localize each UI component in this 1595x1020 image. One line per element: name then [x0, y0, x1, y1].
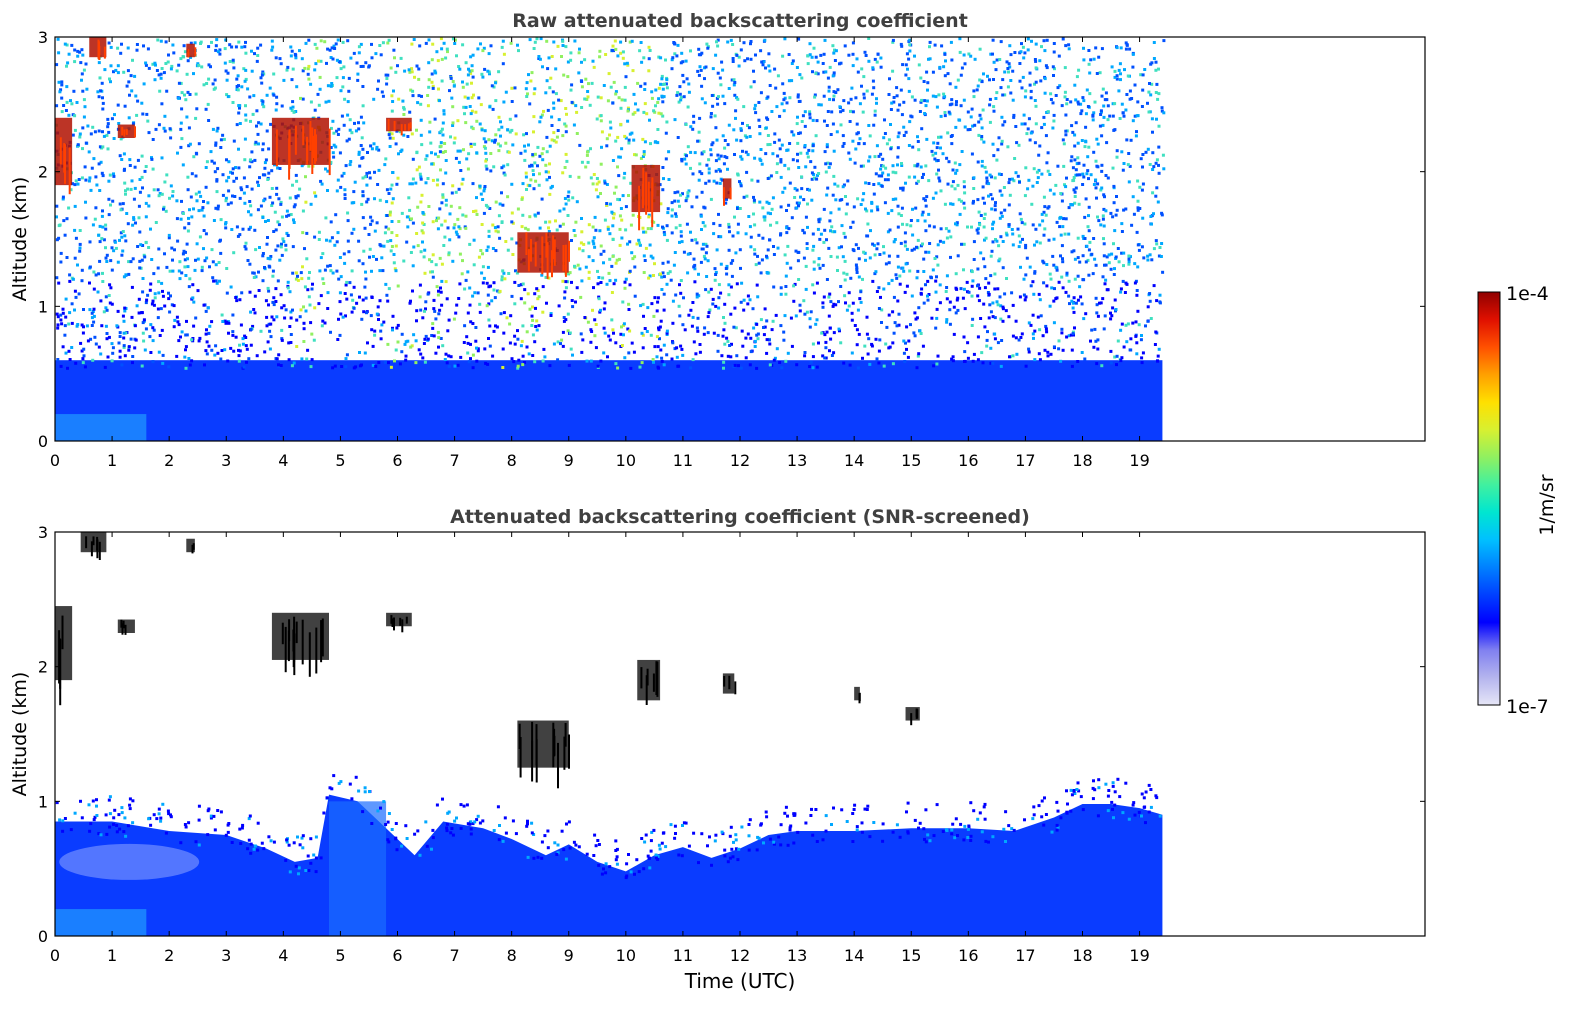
surface-layer: [55, 909, 147, 936]
cloud-5: [386, 117, 412, 136]
x-tick-label: 12: [730, 451, 750, 470]
x-tick-label: 0: [50, 451, 60, 470]
haze-patch: [59, 843, 200, 880]
x-tick-label: 11: [673, 451, 693, 470]
cloud-3: [186, 538, 195, 554]
colorbar: 1e-4 1e-7 1/m/sr: [1477, 283, 1558, 718]
x-tick-label: 1: [107, 946, 117, 965]
y-tick-label: 2: [38, 163, 48, 182]
y-tick-label: 1: [38, 297, 48, 316]
x-tick-label: 4: [278, 451, 288, 470]
x-tick-label: 6: [392, 451, 402, 470]
edge-speckle: [55, 774, 1162, 880]
convective-plume: [329, 801, 387, 936]
surface-layer: [55, 414, 147, 441]
cloud-1: [80, 532, 107, 560]
cloud-8: [722, 178, 732, 206]
x-tick-label: 15: [901, 451, 921, 470]
x-tick-label: 13: [787, 451, 807, 470]
x-tick-label: 16: [958, 946, 978, 965]
x-tick-label: 17: [1015, 946, 1035, 965]
x-tick-label: 11: [673, 946, 693, 965]
noise-speckle: [55, 37, 1166, 370]
x-tick-label: 1: [107, 451, 117, 470]
x-tick-label: 14: [844, 946, 864, 965]
x-tick-label: 5: [335, 451, 345, 470]
aerosol-layer: [55, 360, 1163, 441]
x-tick-label: 2: [164, 451, 174, 470]
x-tick-label: 13: [787, 946, 807, 965]
x-tick-label: 7: [449, 451, 459, 470]
y-axis-label-raw: Altitude (km): [9, 177, 31, 302]
x-tick-label: 2: [164, 946, 174, 965]
y-tick-label: 2: [38, 658, 48, 677]
colorbar-max-label: 1e-4: [1506, 283, 1549, 305]
x-tick-label: 6: [392, 946, 402, 965]
y-tick-label: 3: [38, 523, 48, 542]
x-tick-label: 8: [507, 946, 517, 965]
colorbar-unit-label: 1/m/sr: [1536, 474, 1558, 535]
x-tick-label: 3: [221, 451, 231, 470]
y-tick-label: 3: [38, 28, 48, 47]
x-tick-label: 15: [901, 946, 921, 965]
x-tick-label: 9: [564, 946, 574, 965]
y-tick-label: 0: [38, 432, 48, 451]
cloud-8: [722, 673, 737, 695]
x-tick-label: 19: [1129, 451, 1149, 470]
x-tick-label: 0: [50, 946, 60, 965]
x-tick-label: 18: [1072, 946, 1092, 965]
cloud-2: [117, 619, 135, 635]
cloud-5: [386, 612, 412, 633]
cloud-6: [517, 232, 570, 279]
x-tick-label: 17: [1015, 451, 1035, 470]
chart-title-raw: Raw attenuated backscattering coefficien…: [512, 10, 968, 32]
cloud-0: [55, 117, 73, 195]
cloud-1: [89, 37, 107, 60]
y-tick-label: 1: [38, 792, 48, 811]
cloud-7: [637, 659, 661, 705]
y-tick-label: 0: [38, 927, 48, 946]
x-tick-label: 7: [449, 946, 459, 965]
x-tick-label: 10: [616, 946, 636, 965]
x-tick-label: 19: [1129, 946, 1149, 965]
heatmap-screened: [55, 532, 1163, 936]
x-tick-label: 9: [564, 451, 574, 470]
colorbar-min-label: 1e-7: [1506, 696, 1549, 718]
cloud-4: [271, 612, 329, 677]
x-tick-label: 18: [1072, 451, 1092, 470]
panel-screened: Attenuated backscattering coefficient (S…: [9, 506, 1426, 993]
x-tick-label: 12: [730, 946, 750, 965]
y-axis-label-screened: Altitude (km): [9, 672, 31, 797]
x-tick-label: 3: [221, 946, 231, 965]
cloud-4: [271, 117, 331, 180]
x-tick-label: 10: [616, 451, 636, 470]
colorbar-bar: [1477, 291, 1501, 706]
heatmap-raw: [55, 37, 1166, 441]
panel-raw: Raw attenuated backscattering coefficien…: [9, 10, 1426, 470]
cloud-0: [55, 606, 73, 706]
x-tick-label: 8: [507, 451, 517, 470]
cloud-6: [517, 720, 570, 789]
cloud-2: [117, 124, 136, 138]
x-tick-label: 14: [844, 451, 864, 470]
cloud-9: [854, 686, 861, 704]
chart-title-screened: Attenuated backscattering coefficient (S…: [450, 506, 1030, 528]
cloud-3: [186, 43, 197, 58]
x-tick-label: 5: [335, 946, 345, 965]
x-tick-label: 4: [278, 946, 288, 965]
cloud-10: [905, 707, 920, 726]
x-axis-label-screened: Time (UTC): [684, 969, 796, 993]
x-tick-label: 16: [958, 451, 978, 470]
cloud-7: [631, 164, 661, 231]
